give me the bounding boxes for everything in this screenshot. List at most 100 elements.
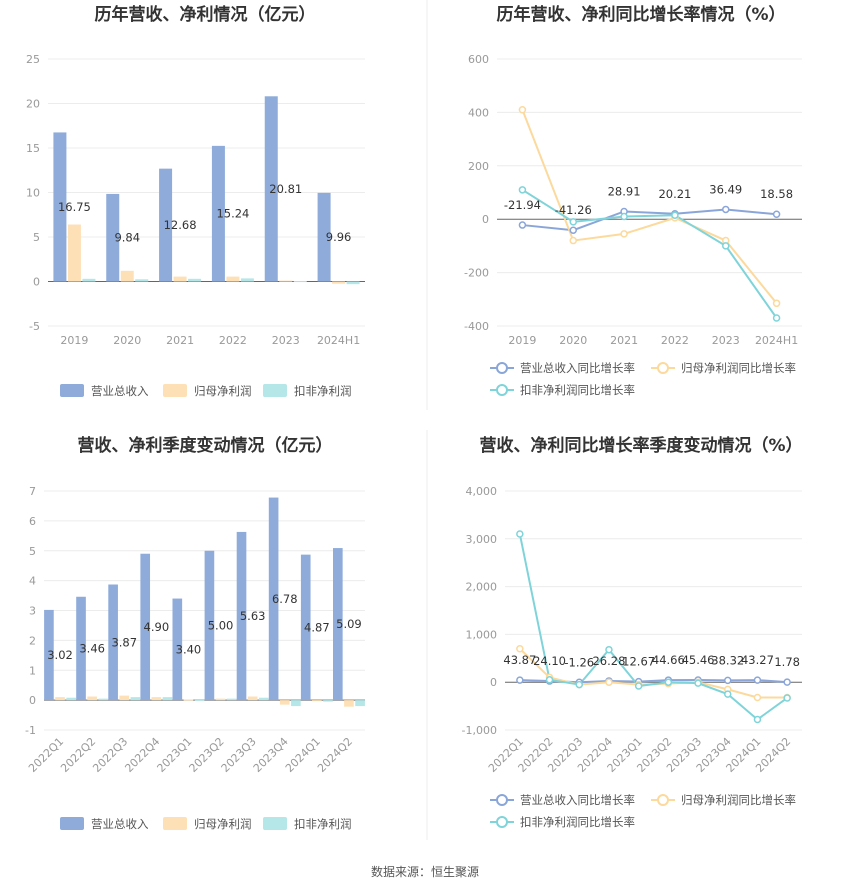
line-point <box>575 680 583 689</box>
bar-revenue <box>333 548 343 701</box>
data-label: 18.58 <box>760 187 793 201</box>
data-label: 4.90 <box>144 620 170 634</box>
legend-item: 归母净利润 <box>163 384 252 398</box>
bar-deducted-profit <box>240 278 254 282</box>
chart-title: 历年营收、净利情况（亿元） <box>95 4 316 25</box>
data-label: 4.87 <box>304 620 330 634</box>
data-label: 3.46 <box>79 641 105 655</box>
line-point <box>722 205 730 214</box>
data-label: 3.40 <box>176 642 202 656</box>
bar-revenue <box>300 554 311 701</box>
data-label: 44.66 <box>652 653 685 667</box>
legend-label: 扣非净利润 <box>294 384 352 398</box>
bar-net-profit <box>279 280 293 282</box>
x-tick-label: 2023 <box>272 334 300 347</box>
quarterly-amount-chart: 营收、净利季度变动情况（亿元） -1012345672022Q12022Q220… <box>25 435 365 831</box>
y-tick-label: 400 <box>468 106 489 119</box>
legend-item: 归母净利润同比增长率 <box>651 793 796 807</box>
bar-revenue <box>172 598 183 701</box>
bar-revenue <box>236 531 247 701</box>
y-tick-label: 0 <box>33 276 40 289</box>
bar-revenue <box>211 145 225 282</box>
bar-net-profit <box>87 696 97 701</box>
data-label: 43.27 <box>741 653 774 667</box>
legend-item: 营业总收入同比增长率 <box>490 793 635 807</box>
line-point <box>694 679 702 687</box>
y-tick-label: 1 <box>29 664 36 677</box>
x-tick-label: 2020 <box>113 334 141 347</box>
legend-label: 营业总收入 <box>91 817 149 831</box>
x-tick-label: 2019 <box>508 334 536 347</box>
y-tick-label: 10 <box>26 187 40 200</box>
line-point <box>722 242 730 250</box>
line-point <box>772 299 781 308</box>
legend-label: 归母净利润同比增长率 <box>681 793 796 807</box>
bar-net-profit <box>344 700 354 707</box>
x-tick-label: 2019 <box>60 334 88 347</box>
bar-net-profit <box>173 276 187 282</box>
line-point <box>724 690 732 698</box>
bar-deducted-profit <box>291 700 301 707</box>
bar-revenue <box>44 609 54 701</box>
x-tick-label: 2020 <box>559 334 587 347</box>
data-label: 12.68 <box>164 218 197 232</box>
data-label: -41.26 <box>555 203 592 217</box>
bar-revenue <box>268 497 279 701</box>
legend-label: 扣非净利润同比增长率 <box>520 815 635 829</box>
legend-swatch <box>263 384 287 397</box>
y-tick-label: 600 <box>468 53 489 66</box>
data-label: 45.46 <box>682 653 715 667</box>
line-deducted-growth <box>518 533 788 721</box>
data-label: 9.96 <box>326 230 352 244</box>
legend-item: 扣非净利润 <box>263 384 352 398</box>
y-tick-label: 1,000 <box>466 628 498 641</box>
legend-item: 归母净利润同比增长率 <box>651 361 796 375</box>
data-label: 12.67 <box>622 655 655 669</box>
y-tick-label: 15 <box>26 142 40 155</box>
legend-item: 营业总收入 <box>60 817 149 831</box>
line-point <box>545 676 554 684</box>
bar-deducted-profit <box>194 699 205 701</box>
legend-label: 归母净利润同比增长率 <box>681 361 796 375</box>
legend-item: 归母净利润 <box>163 817 252 831</box>
line-revenue-growth <box>522 208 777 232</box>
data-label: 20.81 <box>269 182 302 196</box>
legend-label: 归母净利润 <box>194 817 252 831</box>
y-tick-label: -1,000 <box>462 724 497 737</box>
line-point <box>772 210 781 218</box>
bar-deducted-profit <box>346 281 360 285</box>
data-label: 5.63 <box>240 609 266 623</box>
legend-marker <box>496 816 508 828</box>
bar-net-profit <box>279 700 290 705</box>
y-tick-label: -5 <box>29 320 40 333</box>
data-label: 15.24 <box>216 207 249 221</box>
bar-deducted-profit <box>293 281 307 283</box>
quarterly-growth-chart: 营收、净利同比增长率季度变动情况（%） -1,000 0 1,000 2,000 3,0… <box>462 435 803 829</box>
bar-deducted-profit <box>188 278 202 282</box>
line-point <box>753 715 762 724</box>
line-point <box>516 676 524 684</box>
bar-revenue <box>108 584 118 701</box>
x-tick-label: 2021 <box>610 334 638 347</box>
chart-title: 营收、净利同比增长率季度变动情况（%） <box>479 435 802 456</box>
line-point <box>724 676 732 685</box>
y-tick-label: 25 <box>26 53 40 66</box>
y-tick-label: -400 <box>464 320 489 333</box>
legend-item: 扣非净利润 <box>263 817 352 831</box>
bar-deducted-profit <box>82 278 96 282</box>
legend-label: 营业总收入同比增长率 <box>520 793 635 807</box>
legend-swatch <box>163 384 187 397</box>
line-deducted-growth <box>521 188 778 319</box>
line-point <box>569 226 577 234</box>
x-tick-label: 2022 <box>219 334 247 347</box>
line-point <box>518 221 527 229</box>
data-label: 38.32 <box>711 653 744 667</box>
bar-net-profit <box>120 270 134 282</box>
x-tick-label: 2022 <box>661 334 689 347</box>
line-point <box>569 218 577 226</box>
line-point <box>518 186 527 194</box>
bar-net-profit <box>151 697 162 701</box>
line-point <box>605 678 613 686</box>
line-point <box>516 644 524 653</box>
bar-deducted-profit <box>355 700 365 707</box>
